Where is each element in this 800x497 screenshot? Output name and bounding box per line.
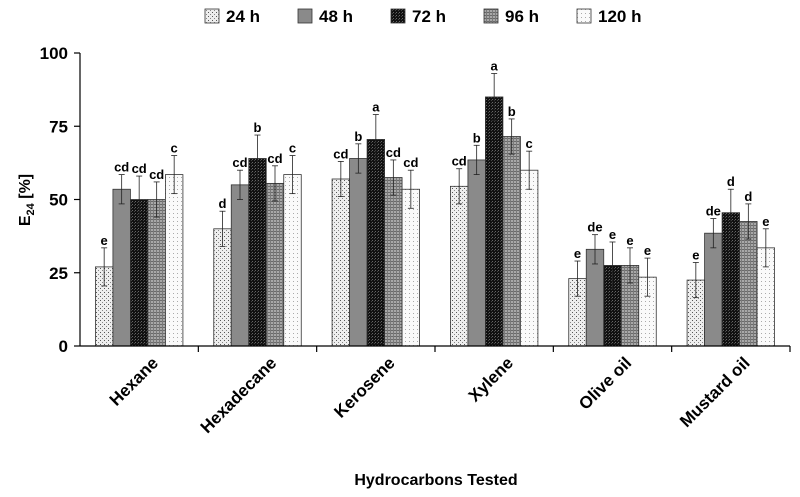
bar	[112, 188, 131, 347]
y-tick-label: 0	[59, 337, 68, 356]
y-axis-title-sub: 24	[25, 202, 37, 215]
bar	[384, 177, 403, 347]
significance-letter: e	[692, 247, 699, 262]
legend-label: 96 h	[505, 7, 539, 26]
significance-letter: de	[587, 220, 602, 235]
x-tick-label: Hexane	[106, 353, 162, 409]
y-axis-title-main: E	[17, 215, 34, 226]
significance-letter: cd	[267, 151, 282, 166]
significance-letter: c	[289, 141, 296, 156]
legend: 24 h 48 h 72 h 96 h 120 h	[204, 7, 641, 26]
significance-letter: e	[626, 233, 633, 248]
bar	[331, 178, 350, 347]
bar	[165, 174, 184, 347]
legend-label: 120 h	[598, 7, 641, 26]
bar	[704, 232, 723, 347]
significance-letter: cd	[114, 160, 129, 175]
significance-letter: b	[473, 130, 481, 145]
y-tick-label: 50	[49, 191, 68, 210]
significance-letter: e	[644, 243, 651, 258]
bar	[283, 174, 302, 347]
legend-swatch	[576, 8, 592, 24]
significance-letter: c	[171, 141, 178, 156]
legend-swatch	[204, 8, 220, 24]
significance-letter: de	[706, 204, 721, 219]
x-tick-label: Xylene	[465, 353, 517, 405]
x-axis-title: Hydrocarbons Tested	[354, 472, 517, 489]
y-tick-label: 25	[49, 264, 68, 283]
legend-swatch	[483, 8, 499, 24]
y-tick-label: 75	[49, 117, 68, 136]
bar	[502, 136, 521, 347]
significance-letter: e	[762, 214, 769, 229]
y-axis-title: E24 [%]	[17, 174, 37, 226]
bar	[265, 182, 285, 347]
legend-label: 24 h	[226, 7, 260, 26]
significance-letter: e	[574, 246, 581, 261]
legend-label: 48 h	[319, 7, 353, 26]
x-tick-label: Hexadecane	[197, 353, 281, 437]
significance-letter: d	[219, 196, 227, 211]
significance-letter: cd	[232, 155, 247, 170]
y-tick-label: 100	[40, 44, 68, 63]
x-tick-label: Mustard oil	[676, 353, 754, 431]
significance-letter: b	[354, 129, 362, 144]
bar	[349, 158, 368, 347]
legend-label: 72 h	[412, 7, 446, 26]
significance-letter: e	[101, 233, 108, 248]
x-tick-label: Olive oil	[575, 353, 635, 413]
significance-letter: cd	[149, 167, 164, 182]
bar	[401, 188, 420, 347]
significance-letter: a	[372, 100, 380, 115]
x-tick-label: Kerosene	[330, 353, 398, 421]
bar	[248, 158, 267, 347]
significance-letter: b	[254, 120, 262, 135]
bar	[467, 159, 486, 347]
bar	[230, 184, 250, 347]
significance-letter: cd	[403, 155, 418, 170]
legend-swatch	[390, 8, 406, 24]
significance-letter: d	[727, 174, 735, 189]
significance-letter: b	[508, 104, 516, 119]
y-axis-title-suffix: [%]	[17, 174, 34, 203]
significance-letter: e	[609, 227, 616, 242]
significance-letter: c	[526, 136, 533, 151]
bar	[739, 221, 758, 347]
bar	[450, 185, 469, 347]
legend-swatch	[297, 8, 313, 24]
significance-letter: cd	[333, 146, 348, 161]
bar	[485, 96, 504, 347]
bar	[366, 139, 385, 347]
significance-letter: cd	[132, 161, 147, 176]
bar	[147, 199, 166, 347]
significance-letter: cd	[386, 145, 401, 160]
significance-letter: d	[744, 189, 752, 204]
significance-letter: cd	[452, 154, 467, 169]
significance-letter: a	[491, 59, 499, 74]
bar	[520, 169, 539, 347]
